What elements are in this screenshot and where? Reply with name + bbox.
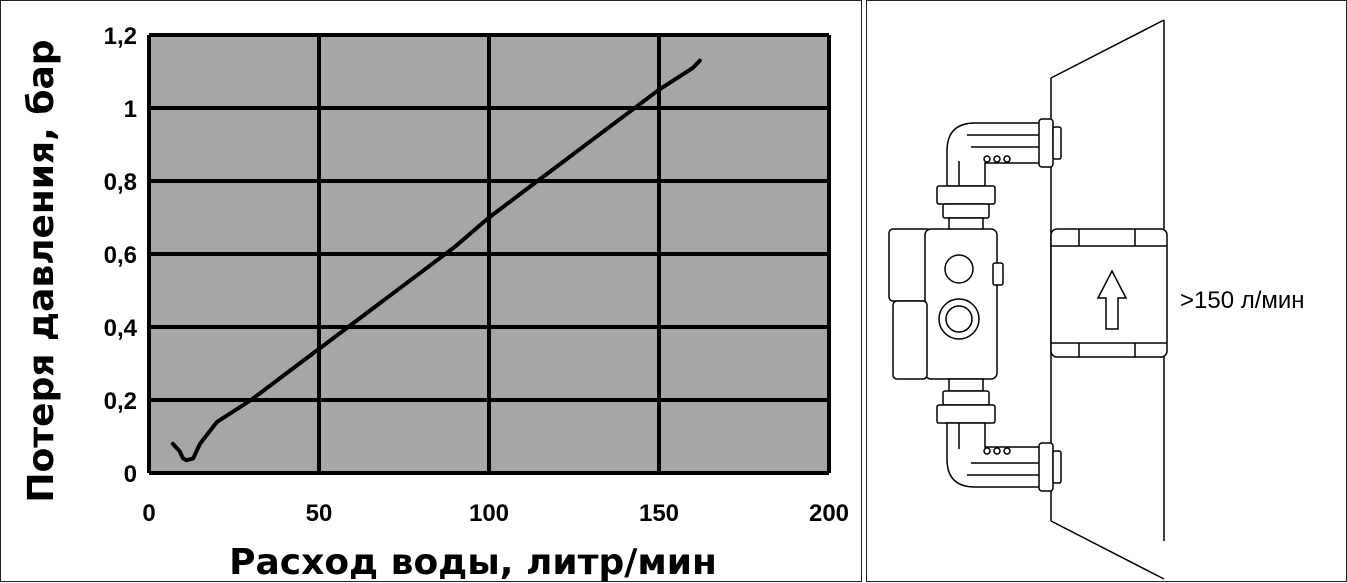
y-tick-label: 0,6	[104, 242, 137, 269]
x-ticks: 0 50 100 150 200	[142, 500, 849, 527]
series-line	[170, 58, 702, 463]
x-tick-label: 0	[142, 500, 155, 527]
up-arrow-icon	[1096, 269, 1128, 330]
flow-rate-label: >150 л/мин	[1180, 287, 1305, 314]
y-axis-title: Потеря давления, бар	[21, 39, 62, 502]
y-tick-label: 1,2	[104, 23, 137, 50]
chart-panel: 0 50 100 150 200 0 0,2 0,4 0,6 0,8 1 1,2 Расход во…	[0, 0, 862, 583]
device-panel	[866, 0, 1347, 582]
pressure-loss-chart: 0 50 100 150 200 0 0,2 0,4 0,6 0,8 1 1,2 Расход во…	[21, 23, 849, 583]
installation-drawing	[888, 19, 1168, 580]
x-tick-label: 150	[639, 500, 679, 527]
y-tick-label: 0,8	[104, 169, 137, 196]
bypass-assembly	[888, 118, 1062, 492]
grid	[147, 33, 831, 475]
x-tick-label: 50	[306, 500, 333, 527]
y-tick-label: 0,4	[104, 315, 138, 342]
y-ticks: 0 0,2 0,4 0,6 0,8 1 1,2	[104, 23, 138, 488]
y-tick-label: 0,2	[104, 388, 137, 415]
x-axis-title: Расход воды, литр/мин	[229, 542, 717, 583]
x-tick-label: 100	[469, 500, 509, 527]
y-tick-label: 1	[124, 96, 137, 123]
y-tick-label: 0	[124, 461, 137, 488]
x-tick-label: 200	[809, 500, 849, 527]
